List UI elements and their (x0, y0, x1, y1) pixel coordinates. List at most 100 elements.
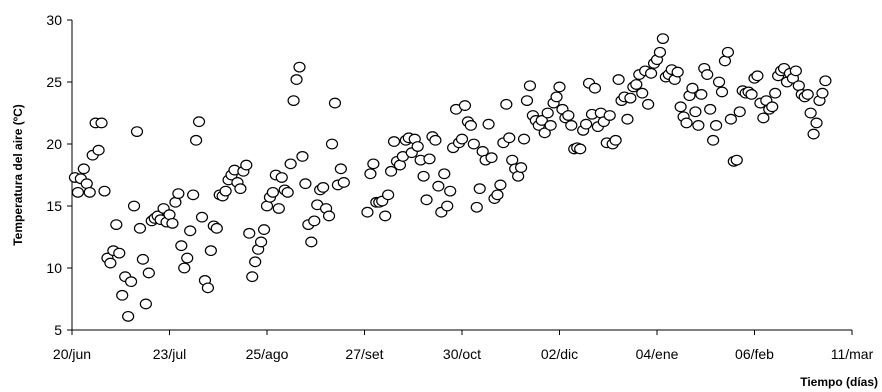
data-point (653, 46, 667, 58)
data-point (730, 154, 743, 166)
data-point (290, 74, 303, 85)
data-point (544, 119, 557, 131)
data-point (621, 113, 634, 125)
data-point (275, 172, 288, 183)
data-point (71, 186, 85, 198)
data-point (769, 87, 782, 99)
data-point (535, 115, 548, 126)
data-point (624, 92, 637, 104)
data-point (113, 247, 126, 259)
data-point (467, 138, 480, 150)
data-point (411, 141, 424, 152)
data-point (417, 170, 430, 182)
data-point (751, 70, 764, 82)
y-tick-label: 20 (46, 136, 62, 152)
axes (71, 20, 852, 331)
data-point (249, 256, 262, 268)
data-point (565, 119, 578, 131)
data-point (553, 81, 566, 93)
data-point (485, 152, 498, 164)
data-point (234, 183, 247, 195)
y-tick-label: 25 (46, 74, 62, 90)
data-point (550, 91, 563, 103)
data-point (325, 138, 339, 150)
data-point (804, 107, 817, 119)
data-point (704, 103, 717, 115)
data-point (361, 206, 374, 218)
data-point (367, 158, 380, 170)
data-point (317, 181, 330, 193)
data-point (322, 210, 336, 222)
data-point (680, 117, 693, 129)
data-point (724, 113, 737, 125)
data-point (122, 310, 135, 322)
data-point (689, 106, 702, 118)
data-point (674, 101, 687, 113)
data-point (127, 200, 141, 212)
data-point (701, 69, 714, 80)
data-point (695, 88, 708, 100)
data-point (541, 107, 554, 119)
y-tick-label: 30 (46, 12, 62, 28)
data-point (757, 112, 770, 124)
data-point (296, 150, 309, 162)
data-point (195, 211, 209, 223)
data-point (204, 245, 217, 257)
data-point (789, 65, 802, 77)
data-point (246, 271, 259, 283)
data-point (240, 159, 253, 171)
y-axis-title: Temperatura del aire (ºC) (11, 104, 25, 246)
data-point (455, 133, 469, 145)
data-point (745, 88, 758, 100)
x-ticks: 20/jun 23/jul 25/ago 27/set 30/oct 02/dic 04/e… (53, 330, 874, 362)
data-point (438, 168, 451, 180)
data-point (612, 74, 625, 85)
x-tick-label: 04/ene (636, 346, 679, 362)
data-point (517, 133, 531, 145)
data-point (562, 110, 575, 121)
data-point (420, 194, 433, 206)
data-point (609, 134, 622, 146)
data-point (257, 224, 271, 235)
x-tick-label: 30/oct (443, 346, 481, 362)
data-point (181, 252, 194, 264)
data-point (130, 126, 144, 138)
data-point (328, 97, 342, 109)
data-point (379, 210, 392, 222)
data-point (692, 119, 705, 131)
data-point (95, 117, 108, 129)
data-point (92, 144, 105, 156)
data-point (287, 95, 300, 106)
data-point (254, 236, 268, 248)
data-point (305, 236, 318, 248)
data-point (644, 67, 658, 79)
data-point (588, 82, 602, 94)
data-point (172, 188, 185, 200)
data-point (104, 257, 117, 269)
data-point (382, 189, 395, 201)
data-point (458, 100, 472, 111)
data-point (514, 162, 528, 173)
data-point (77, 163, 90, 175)
data-point (337, 177, 350, 188)
data-point (139, 298, 152, 310)
data-point (308, 215, 321, 227)
data-point (83, 186, 96, 198)
data-point (709, 119, 723, 131)
data-point (538, 127, 551, 139)
data-point (816, 87, 829, 99)
data-point (98, 185, 111, 197)
data-point (807, 128, 820, 140)
data-point (187, 189, 200, 201)
data-point (334, 163, 347, 175)
x-tick-label: 23/jul (153, 346, 186, 362)
data-point (707, 134, 720, 146)
y-tick-label: 10 (46, 260, 62, 276)
data-point (574, 143, 587, 155)
data-point (500, 98, 513, 110)
x-tick-label: 06/feb (735, 346, 774, 362)
data-point (299, 178, 312, 190)
data-point (603, 110, 616, 121)
data-point (819, 75, 832, 87)
